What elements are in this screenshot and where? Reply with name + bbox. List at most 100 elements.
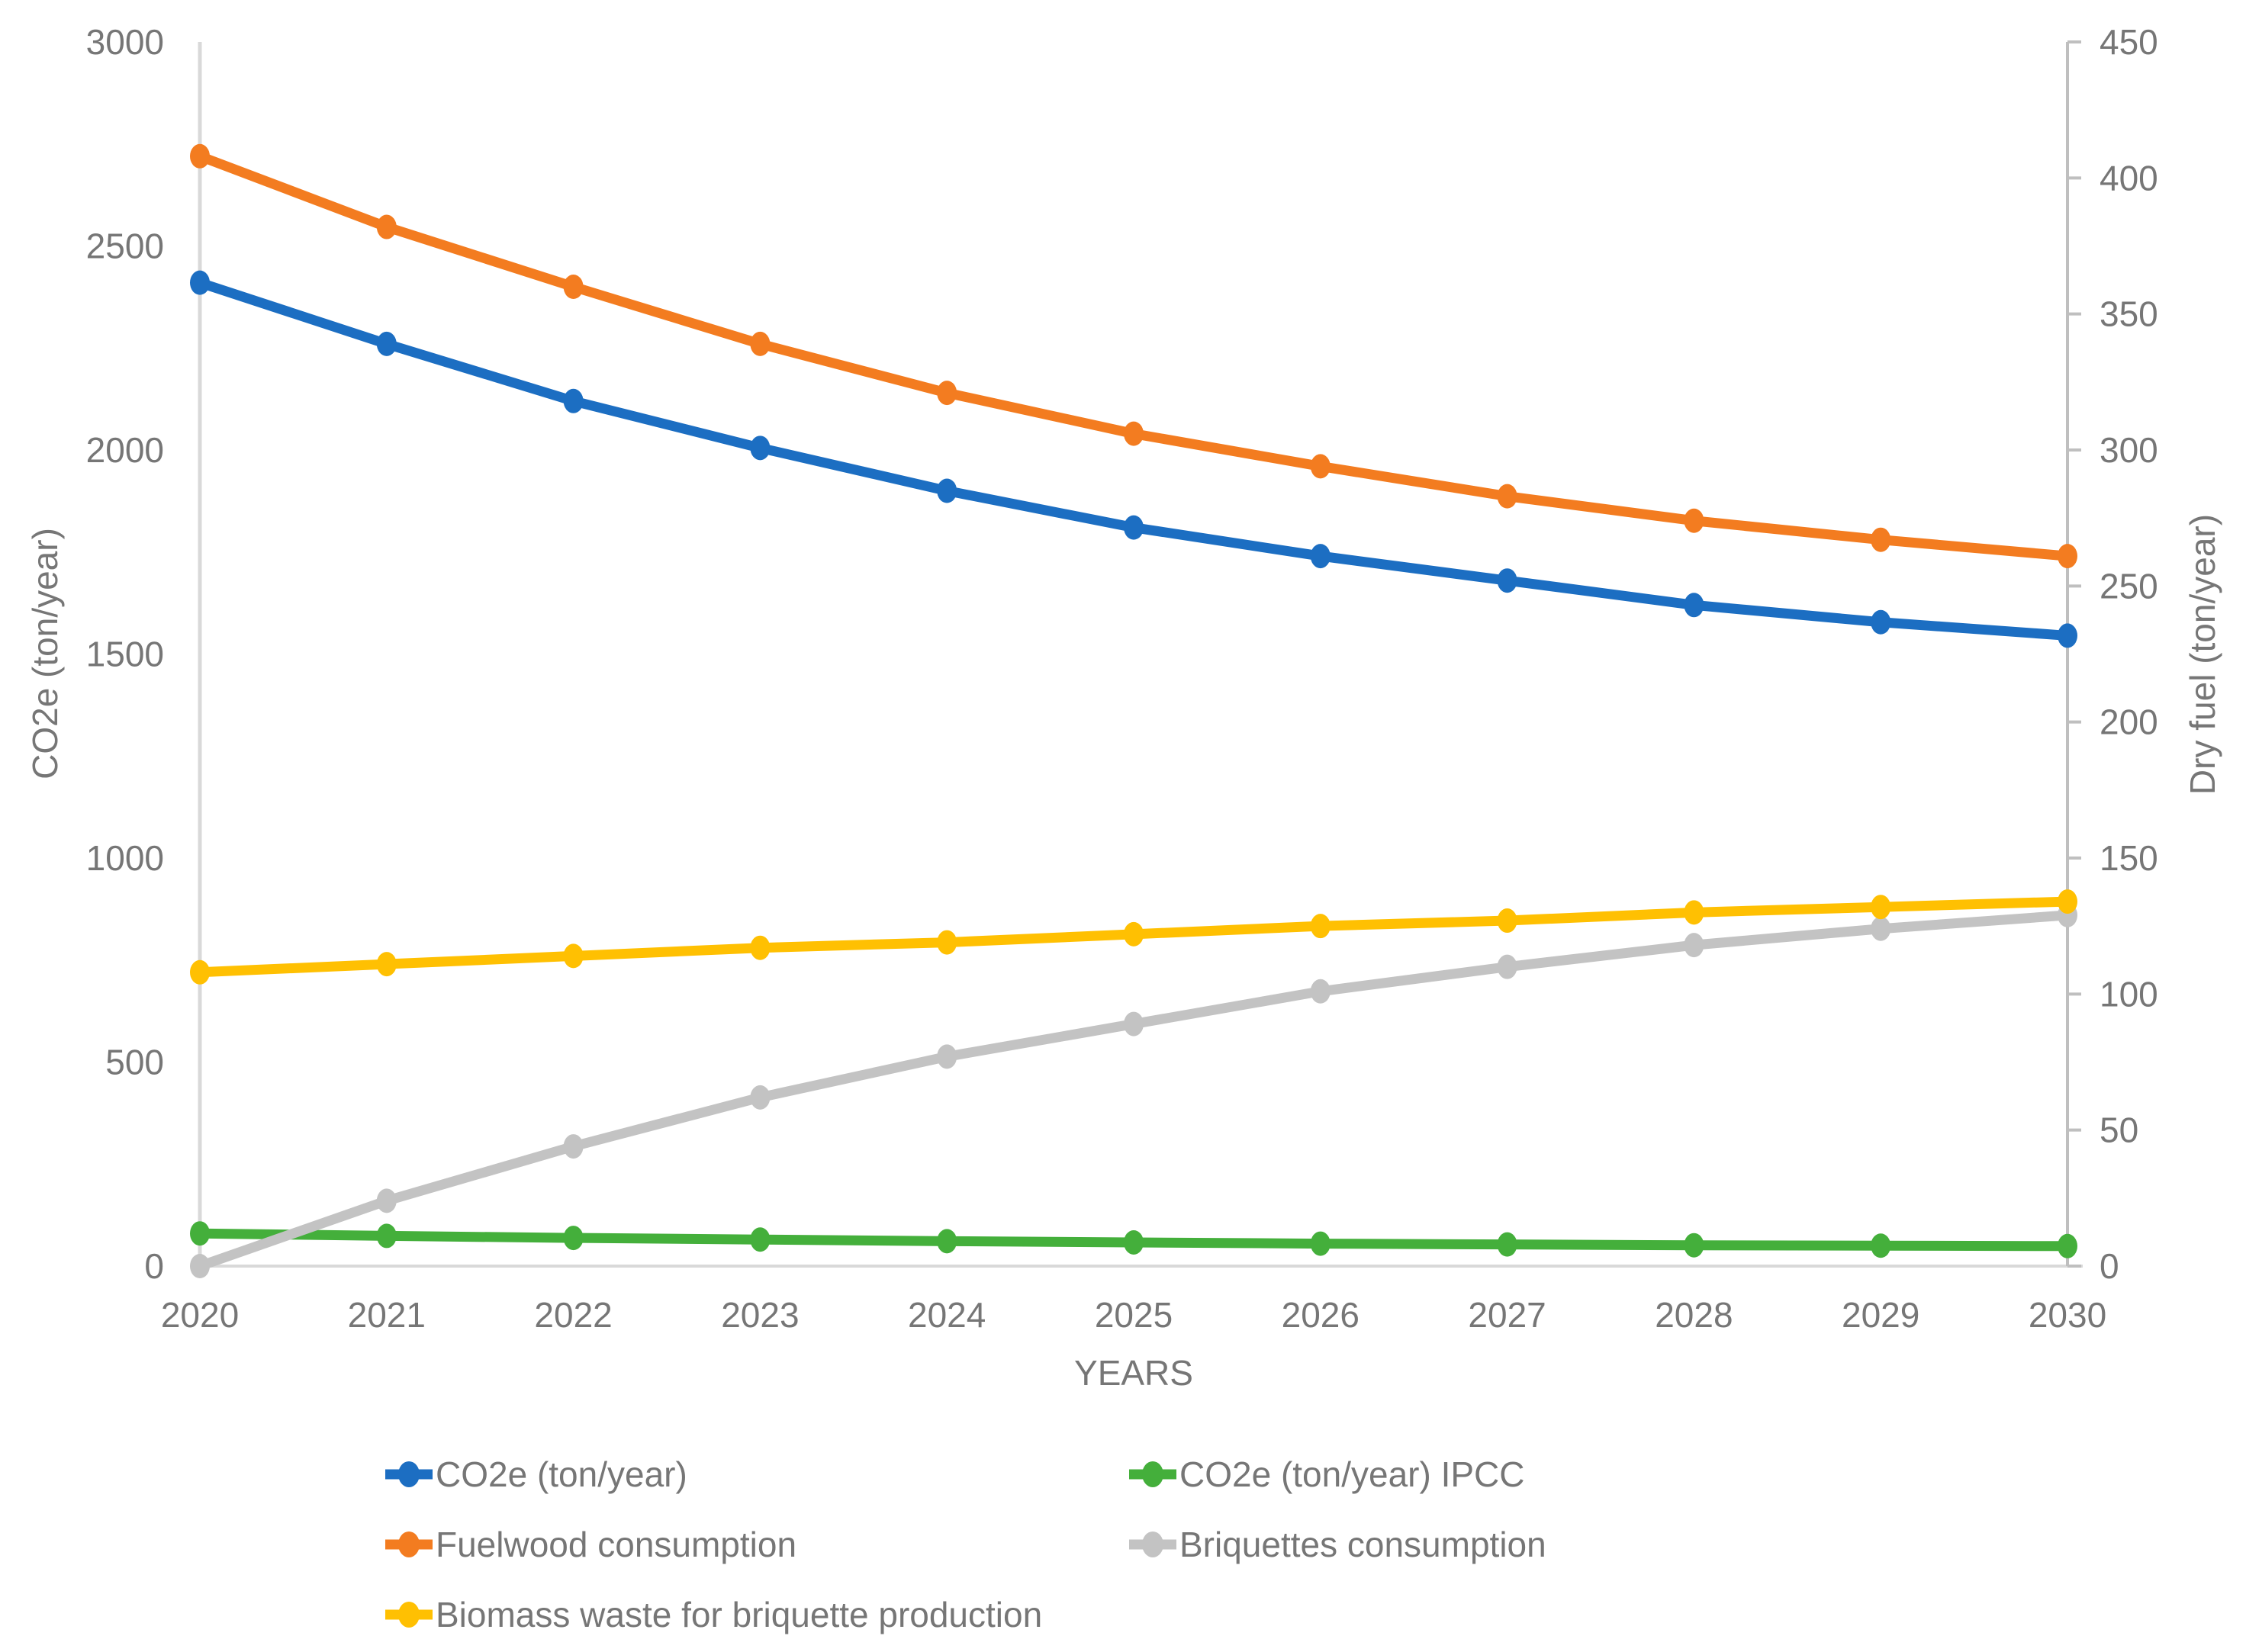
left-axis-tick-label: 3000 <box>86 22 164 62</box>
series-marker-co2e-ton-year-ipcc <box>376 1223 397 1249</box>
legend-marker-dot <box>398 1461 420 1487</box>
x-axis-tick-label: 2028 <box>1655 1295 1733 1335</box>
legend-label: CO2e (ton/year) <box>436 1454 687 1494</box>
series-marker-co2e-ton-year <box>376 331 397 356</box>
series-marker-briquettes-consumption <box>1310 979 1331 1004</box>
series-marker-co2e-ton-year-ipcc <box>937 1229 957 1254</box>
x-axis-tick-label: 2027 <box>1468 1295 1546 1335</box>
legend-marker-dot <box>1142 1461 1163 1487</box>
series-marker-fuelwood-consumption <box>2058 544 2077 569</box>
series-marker-co2e-ton-year <box>563 388 584 413</box>
series-marker-briquettes-consumption <box>1124 1011 1144 1037</box>
right-axis-tick-label: 150 <box>2100 838 2158 878</box>
legend-item-briquettes-consumption: Briquettes consumption <box>1129 1525 1546 1564</box>
series-marker-co2e-ton-year-ipcc <box>750 1227 771 1252</box>
series-marker-fuelwood-consumption <box>937 381 957 406</box>
x-axis-title: YEARS <box>1074 1353 1193 1393</box>
series-marker-co2e-ton-year <box>2058 623 2077 648</box>
series-marker-biomass-waste-for-briquette-production <box>376 952 397 977</box>
x-axis-tick-label: 2022 <box>534 1295 612 1335</box>
series-marker-co2e-ton-year-ipcc <box>1497 1232 1517 1257</box>
series-group <box>190 143 2077 1278</box>
legend-item-co2e-ton-year: CO2e (ton/year) <box>385 1454 687 1494</box>
x-axis-tick-label: 2026 <box>1282 1295 1360 1335</box>
left-axis-tick-label: 0 <box>144 1246 164 1286</box>
series-marker-briquettes-consumption <box>937 1044 957 1069</box>
legend-marker-dot <box>398 1602 420 1628</box>
series-marker-co2e-ton-year <box>190 270 210 295</box>
series-marker-co2e-ton-year <box>1124 515 1144 540</box>
series-marker-briquettes-consumption <box>1871 916 1891 941</box>
series-marker-fuelwood-consumption <box>1871 527 1891 552</box>
series-marker-fuelwood-consumption <box>750 331 771 356</box>
right-axis-tick-label: 450 <box>2100 22 2158 62</box>
legend-label: Fuelwood consumption <box>436 1525 796 1564</box>
legend-marker-dot <box>398 1531 420 1557</box>
left-axis-tick-label: 1000 <box>86 838 164 878</box>
series-marker-biomass-waste-for-briquette-production <box>1310 914 1331 939</box>
x-axis-tick-label: 2020 <box>161 1295 239 1335</box>
series-marker-co2e-ton-year-ipcc <box>2058 1233 2077 1258</box>
series-marker-biomass-waste-for-briquette-production <box>1497 908 1517 934</box>
series-marker-briquettes-consumption <box>376 1188 397 1213</box>
right-axis-tick-label: 200 <box>2100 702 2158 742</box>
series-line-briquettes-consumption <box>195 910 2073 1271</box>
series-marker-co2e-ton-year <box>937 478 957 503</box>
series-marker-briquettes-consumption <box>190 1254 210 1278</box>
series-marker-co2e-ton-year <box>750 435 771 461</box>
right-axis-tick-label: 250 <box>2100 566 2158 606</box>
series-marker-fuelwood-consumption <box>376 214 397 239</box>
series-marker-biomass-waste-for-briquette-production <box>190 959 210 985</box>
series-marker-fuelwood-consumption <box>1684 508 1704 533</box>
series-line-fuelwood-consumption <box>195 151 2073 561</box>
series-marker-co2e-ton-year-ipcc <box>1310 1231 1331 1256</box>
legend-label: Biomass waste for briquette production <box>436 1595 1042 1634</box>
left-axis-tick-label: 2500 <box>86 227 164 266</box>
tick-labels-group: 0 500 1000 1500 2000 2500 3000 0 50 100 150 200 250 3… <box>86 22 2158 1335</box>
series-marker-biomass-waste-for-briquette-production <box>750 935 771 960</box>
left-axis-tick-label: 1500 <box>86 635 164 674</box>
right-axis-tick-label: 350 <box>2100 294 2158 334</box>
series-marker-fuelwood-consumption <box>1497 484 1517 509</box>
left-axis-tick-label: 500 <box>105 1043 164 1082</box>
series-marker-biomass-waste-for-briquette-production <box>2058 889 2077 914</box>
series-marker-biomass-waste-for-briquette-production <box>937 930 957 955</box>
right-axis-tick-label: 0 <box>2100 1246 2119 1286</box>
legend-marker-dot <box>1142 1531 1163 1557</box>
x-axis-tick-label: 2025 <box>1095 1295 1173 1335</box>
series-line-co2e-ton-year <box>195 278 2073 641</box>
series-marker-fuelwood-consumption <box>563 275 584 299</box>
series-marker-co2e-ton-year <box>1497 568 1517 593</box>
right-axis-title: Dry fuel (ton/year) <box>2183 514 2222 795</box>
right-axis-tick-label: 100 <box>2100 974 2158 1014</box>
series-marker-fuelwood-consumption <box>1124 421 1144 446</box>
left-axis-title: CO2e (ton/year) <box>25 528 65 779</box>
x-axis-tick-label: 2030 <box>2029 1295 2106 1335</box>
legend-item-biomass-waste-for-briquette-production: Biomass waste for briquette production <box>385 1595 1042 1634</box>
series-marker-co2e-ton-year <box>1310 544 1331 569</box>
series-marker-co2e-ton-year-ipcc <box>563 1226 584 1251</box>
right-axis-tick-label: 300 <box>2100 430 2158 470</box>
series-marker-biomass-waste-for-briquette-production <box>1684 900 1704 925</box>
series-marker-fuelwood-consumption <box>190 143 210 169</box>
series-marker-co2e-ton-year-ipcc <box>1124 1229 1144 1255</box>
series-marker-co2e-ton-year-ipcc <box>1684 1233 1704 1258</box>
legend-label: CO2e (ton/year) IPCC <box>1179 1454 1524 1494</box>
x-axis-tick-label: 2024 <box>908 1295 986 1335</box>
right-axis-tick-label: 400 <box>2100 158 2158 198</box>
series-marker-co2e-ton-year <box>1871 609 1891 635</box>
x-axis-tick-label: 2021 <box>348 1295 426 1335</box>
series-marker-briquettes-consumption <box>1684 933 1704 958</box>
series-marker-briquettes-consumption <box>563 1134 584 1159</box>
series-marker-biomass-waste-for-briquette-production <box>1124 921 1144 947</box>
x-axis-tick-label: 2023 <box>721 1295 799 1335</box>
series-marker-biomass-waste-for-briquette-production <box>563 943 584 969</box>
legend: CO2e (ton/year) Fuelwood consumption Bioma… <box>385 1454 1546 1634</box>
series-marker-briquettes-consumption <box>750 1085 771 1110</box>
legend-item-fuelwood-consumption: Fuelwood consumption <box>385 1525 796 1564</box>
x-axis-tick-label: 2029 <box>1842 1295 1919 1335</box>
legend-item-co2e-ton-year-ipcc: CO2e (ton/year) IPCC <box>1129 1454 1524 1494</box>
legend-label: Briquettes consumption <box>1179 1525 1546 1564</box>
